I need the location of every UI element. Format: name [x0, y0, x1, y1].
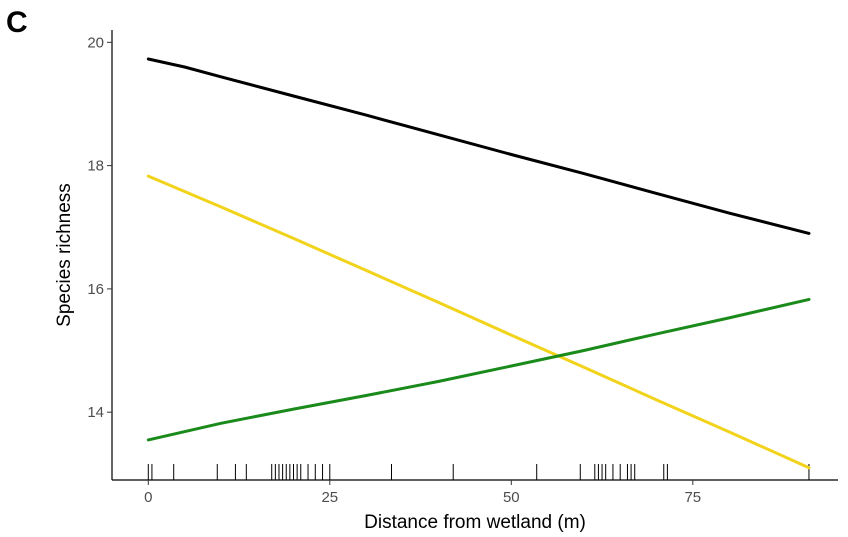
x-tick-label: 75 — [684, 489, 701, 506]
series-lines — [146, 57, 811, 470]
y-tick-label: 20 — [87, 34, 104, 51]
panel-label: C — [6, 6, 28, 39]
y-tick-label: 18 — [87, 158, 104, 175]
series-line-3 — [146, 297, 811, 442]
series-line-1 — [146, 57, 811, 235]
x-tick-label: 0 — [144, 489, 152, 506]
y-tick-label: 16 — [87, 281, 104, 298]
x-tick-label: 25 — [321, 489, 338, 506]
y-tick-label: 14 — [87, 404, 104, 421]
axes: 14 16 18 20 0 25 50 75 — [87, 30, 838, 506]
x-axis-title: Distance from wetland (m) — [364, 512, 586, 533]
series-line-2 — [146, 174, 811, 470]
rug-marks — [147, 464, 810, 480]
x-tick-label: 50 — [503, 489, 520, 506]
y-axis-title: Species richness — [54, 183, 75, 327]
